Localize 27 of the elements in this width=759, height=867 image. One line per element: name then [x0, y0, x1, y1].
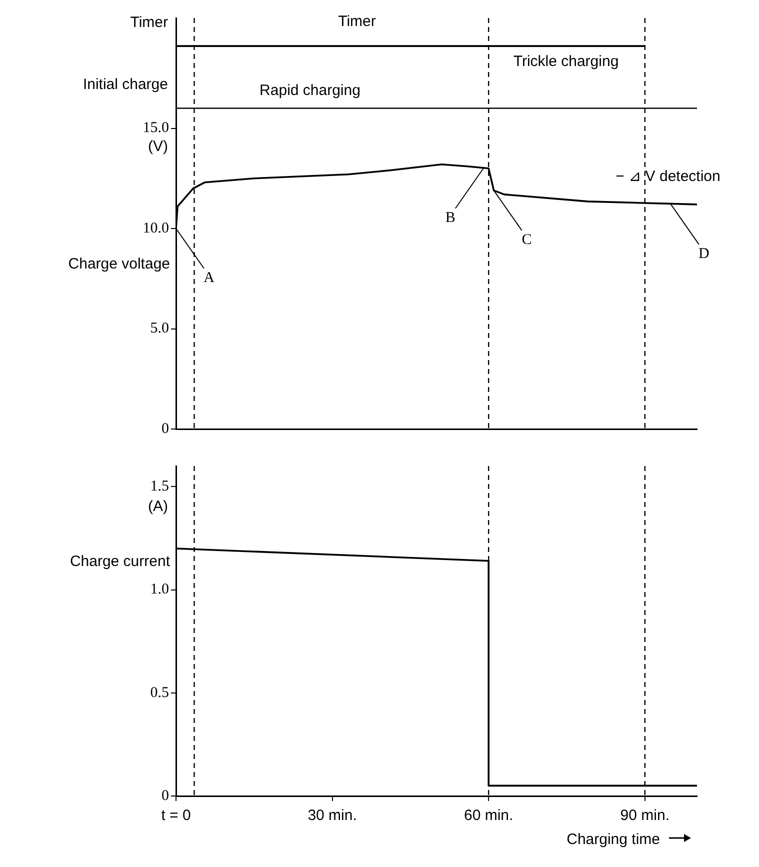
annotation: D [698, 246, 710, 262]
annotation: C [522, 232, 532, 248]
y-tick-label: 5.0 [150, 320, 169, 337]
annotation: Trickle charging [513, 53, 619, 70]
annotation: − ⊿ V detection [616, 168, 720, 186]
text: Initial charge [82, 76, 168, 94]
annotation: Rapid charging [260, 82, 360, 100]
y-tick-label: 0.5 [150, 684, 169, 701]
x-tick-label: 30 min. [308, 807, 357, 824]
y-tick-label: 0 [162, 420, 169, 437]
x-tick-label: t = 0 [161, 807, 191, 824]
x-tick-label: 90 min. [620, 807, 670, 824]
y-axis-title: Charge voltage [68, 256, 170, 273]
text: (V) [148, 138, 168, 156]
y-tick-label: 1.5 [150, 478, 169, 495]
annotation: Timer [338, 13, 376, 30]
annotation: B [445, 210, 456, 226]
text: (A) [148, 498, 168, 516]
x-axis-title: Charging time [566, 831, 660, 848]
annotation: A [204, 270, 215, 286]
text: Timer [130, 14, 168, 32]
y-axis-title: Charge current [70, 552, 171, 570]
x-tick-label: 60 min. [464, 807, 514, 824]
y-tick-label: 15.0 [142, 120, 169, 136]
y-tick-label: 10.0 [142, 220, 169, 236]
y-tick-label: 0 [162, 788, 169, 804]
y-tick-label: 1.0 [150, 582, 169, 598]
